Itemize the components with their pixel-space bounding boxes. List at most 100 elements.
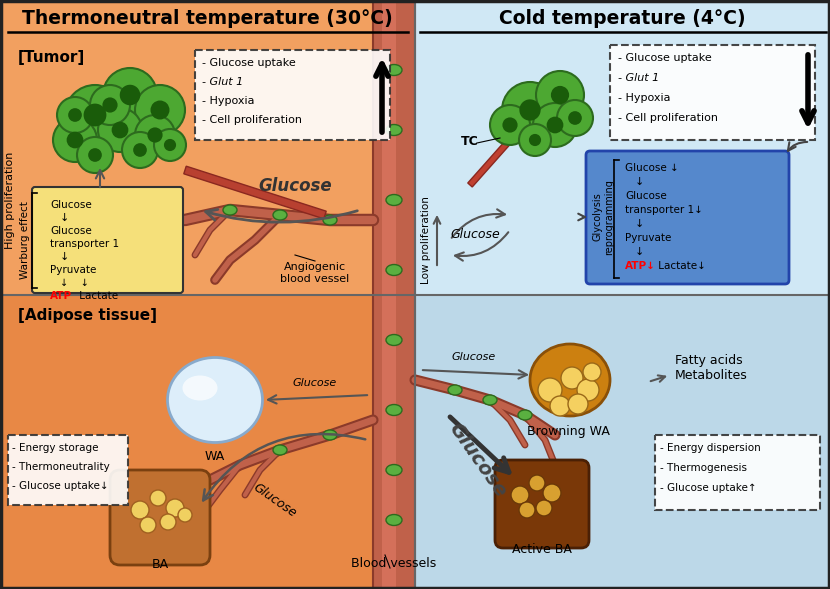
Text: Pyruvate: Pyruvate <box>50 265 96 275</box>
Circle shape <box>569 111 582 125</box>
Ellipse shape <box>386 465 402 475</box>
Circle shape <box>65 85 125 145</box>
Text: WA: WA <box>205 450 225 463</box>
Circle shape <box>529 475 545 491</box>
Bar <box>0 295 415 589</box>
Text: Lactate: Lactate <box>76 291 118 301</box>
Text: - Glucose uptake: - Glucose uptake <box>202 58 295 68</box>
Ellipse shape <box>483 395 497 405</box>
Ellipse shape <box>223 205 237 215</box>
Text: Lactate↓: Lactate↓ <box>655 261 706 271</box>
Text: High proliferation: High proliferation <box>5 151 15 249</box>
Text: ↓    ↓: ↓ ↓ <box>60 278 89 288</box>
Circle shape <box>577 379 599 401</box>
FancyBboxPatch shape <box>32 187 183 293</box>
Ellipse shape <box>448 385 462 395</box>
Ellipse shape <box>323 430 337 440</box>
Circle shape <box>57 97 93 133</box>
Ellipse shape <box>273 210 287 220</box>
Circle shape <box>511 486 529 504</box>
Circle shape <box>557 100 593 136</box>
Ellipse shape <box>323 215 337 225</box>
Ellipse shape <box>530 344 610 416</box>
Text: ATP↓: ATP↓ <box>625 261 656 271</box>
Circle shape <box>150 101 169 120</box>
FancyArrow shape <box>183 166 326 219</box>
Circle shape <box>520 100 540 121</box>
Text: Glycolysis
reprogramming: Glycolysis reprogramming <box>592 179 614 255</box>
Text: Glucose ↓: Glucose ↓ <box>625 163 679 173</box>
Circle shape <box>529 134 541 146</box>
Circle shape <box>131 501 149 519</box>
Ellipse shape <box>273 445 287 455</box>
Text: Glucose: Glucose <box>293 378 337 388</box>
Text: - Cell proliferation: - Cell proliferation <box>618 113 718 123</box>
Circle shape <box>178 508 192 522</box>
Text: ↓: ↓ <box>60 252 70 262</box>
Circle shape <box>536 71 584 119</box>
Circle shape <box>135 115 175 155</box>
Ellipse shape <box>386 264 402 276</box>
Circle shape <box>538 378 562 402</box>
FancyBboxPatch shape <box>495 460 589 548</box>
Text: - Hypoxia: - Hypoxia <box>202 96 255 106</box>
Ellipse shape <box>386 335 402 346</box>
FancyBboxPatch shape <box>655 435 820 510</box>
Circle shape <box>133 143 147 157</box>
FancyBboxPatch shape <box>610 45 815 140</box>
FancyBboxPatch shape <box>195 50 390 140</box>
Text: Glucose: Glucose <box>446 419 510 501</box>
Text: ↓: ↓ <box>635 247 644 257</box>
Circle shape <box>77 137 113 173</box>
Text: Browning WA: Browning WA <box>526 425 609 438</box>
Circle shape <box>140 517 156 533</box>
Circle shape <box>120 85 140 105</box>
Circle shape <box>112 122 129 138</box>
Bar <box>415 0 830 295</box>
Text: - Glucose uptake: - Glucose uptake <box>618 53 712 63</box>
Ellipse shape <box>386 194 402 206</box>
Text: TC: TC <box>461 135 479 148</box>
Circle shape <box>122 132 158 168</box>
Ellipse shape <box>386 124 402 135</box>
Circle shape <box>164 139 176 151</box>
Text: ↓: ↓ <box>635 219 644 229</box>
Circle shape <box>536 500 552 516</box>
Text: Glucose: Glucose <box>50 226 92 236</box>
Circle shape <box>166 499 184 517</box>
Circle shape <box>84 104 106 127</box>
FancyBboxPatch shape <box>8 435 128 505</box>
Circle shape <box>148 127 163 143</box>
Text: Glucose: Glucose <box>452 352 496 362</box>
Circle shape <box>160 514 176 530</box>
Text: - Hypoxia: - Hypoxia <box>618 93 671 103</box>
Ellipse shape <box>168 358 262 442</box>
Text: ↓: ↓ <box>60 213 70 223</box>
Circle shape <box>154 129 186 161</box>
Text: Fatty acids
Metabolites: Fatty acids Metabolites <box>675 354 748 382</box>
Ellipse shape <box>518 410 532 420</box>
Text: transporter 1: transporter 1 <box>50 239 120 249</box>
Ellipse shape <box>386 515 402 525</box>
Bar <box>0 0 415 295</box>
Circle shape <box>547 117 564 133</box>
Text: Pyruvate: Pyruvate <box>625 233 671 243</box>
Text: Glucose: Glucose <box>50 200 92 210</box>
Bar <box>415 295 830 589</box>
Text: - Energy storage: - Energy storage <box>12 443 99 453</box>
Text: Active BA: Active BA <box>512 543 572 556</box>
Text: - Cell proliferation: - Cell proliferation <box>202 115 302 125</box>
Text: Glucose: Glucose <box>251 481 299 519</box>
Circle shape <box>550 396 570 416</box>
Text: Glucose: Glucose <box>258 177 332 195</box>
Circle shape <box>53 118 97 162</box>
Circle shape <box>568 394 588 414</box>
Circle shape <box>135 85 185 135</box>
Text: - Glucose uptake↑: - Glucose uptake↑ <box>660 483 757 493</box>
Circle shape <box>583 363 601 381</box>
Bar <box>382 0 396 589</box>
FancyArrow shape <box>468 138 512 187</box>
Text: Warburg effect: Warburg effect <box>20 201 30 279</box>
Circle shape <box>66 131 83 148</box>
Text: - Glut 1: - Glut 1 <box>618 73 659 83</box>
